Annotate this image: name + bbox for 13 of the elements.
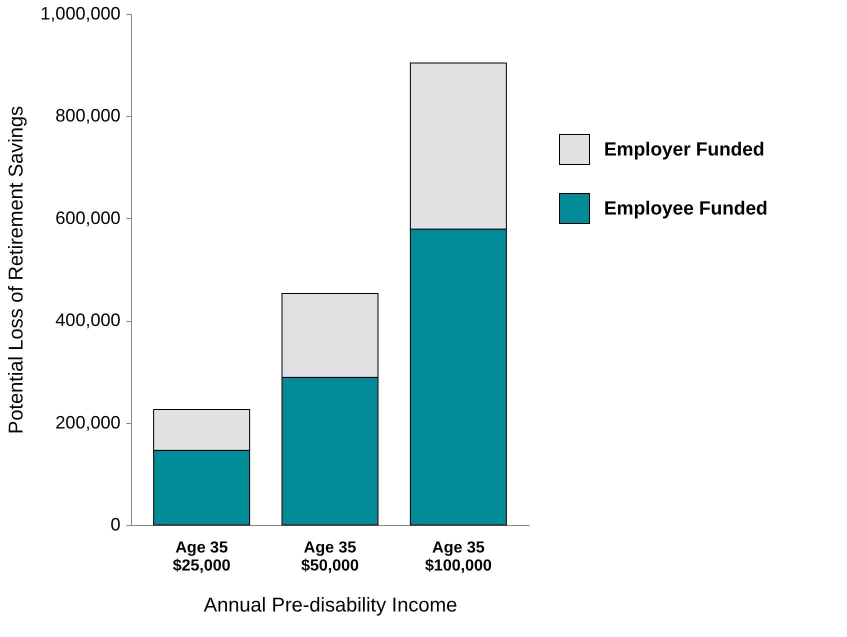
y-tick-label: 800,000 — [55, 106, 120, 126]
y-axis-title: Potential Loss of Retirement Savings — [5, 106, 28, 434]
x-tick-label: Age 35 $25,000 — [172, 540, 231, 574]
y-tick-label: 1,000,000 — [40, 4, 120, 24]
x-tick-label: Age 35 $50,000 — [301, 540, 360, 574]
y-tick-label: 600,000 — [55, 208, 120, 228]
x-tick-label: Age 35 $100,000 — [425, 540, 492, 574]
y-tick-label: 200,000 — [55, 412, 120, 432]
y-tick-label: 0 — [110, 514, 120, 534]
x-axis-title: Annual Pre-disability Income — [204, 594, 458, 616]
legend-label: Employer Funded — [604, 140, 764, 160]
legend-label: Employee Funded — [604, 198, 768, 220]
y-tick-label: 400,000 — [55, 310, 120, 330]
